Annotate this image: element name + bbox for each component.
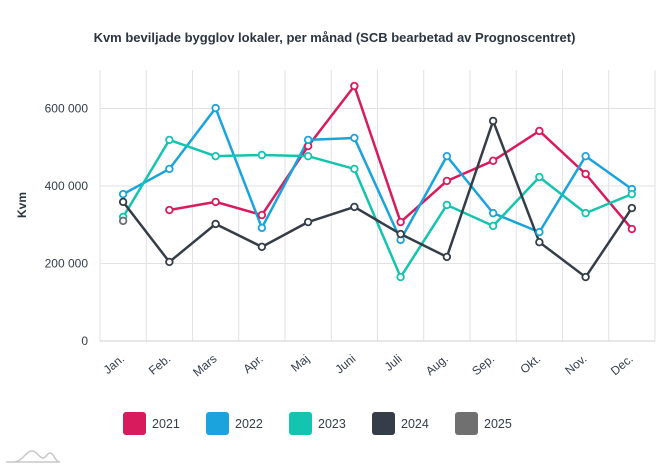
x-tick-label: Mars [190, 352, 219, 380]
legend-swatch [455, 412, 478, 435]
data-point-2022 [118, 189, 128, 199]
x-tick-label: Sep. [469, 352, 497, 379]
data-point-2024 [488, 116, 498, 126]
legend-label: 2024 [401, 416, 429, 431]
data-point-2022 [535, 227, 544, 237]
x-tick-label: Feb. [146, 352, 173, 378]
legend-swatch [123, 412, 146, 435]
legend-label: 2021 [152, 416, 180, 431]
data-point-2023 [581, 208, 590, 218]
x-tick-label: Okt. [517, 352, 543, 377]
legend-item-2021[interactable]: 2021 [123, 412, 206, 435]
data-point-2023 [165, 135, 174, 145]
data-point-2021 [442, 176, 452, 186]
data-point-2024 [257, 242, 267, 252]
x-tick-label: Juni [332, 352, 358, 377]
x-tick-label: Jan. [101, 352, 127, 377]
series-line-2023 [122, 138, 633, 279]
y-tick-label: 400 000 [45, 179, 89, 193]
data-point-2024 [303, 217, 313, 227]
data-point-2022 [350, 133, 359, 143]
data-point-2021 [211, 197, 220, 207]
data-point-2023 [488, 221, 498, 231]
data-point-2025 [118, 216, 128, 226]
data-point-2024 [165, 257, 174, 267]
data-point-2021 [257, 210, 267, 220]
legend-item-2022[interactable]: 2022 [206, 412, 289, 435]
data-point-2022 [257, 223, 267, 233]
series-line-2022 [122, 106, 633, 242]
y-axis-label: Kvm [15, 192, 29, 218]
data-point-2022 [581, 151, 590, 161]
x-tick-label: Juli [382, 352, 405, 374]
data-point-2024 [350, 202, 359, 212]
x-tick-label: Dec. [608, 352, 636, 379]
data-point-2022 [488, 208, 498, 218]
legend-swatch [206, 412, 229, 435]
data-point-2022 [442, 151, 452, 161]
legend: 2021 2022 2023 2024 2025 [123, 412, 538, 435]
data-point-2021 [488, 156, 498, 166]
legend-item-2024[interactable]: 2024 [372, 412, 455, 435]
data-point-2022 [165, 164, 174, 174]
data-point-2023 [442, 200, 452, 210]
data-point-2023 [535, 172, 544, 182]
data-point-2024 [211, 219, 220, 229]
data-point-2022 [303, 135, 313, 145]
data-point-2024 [118, 197, 128, 207]
data-point-2024 [535, 237, 544, 247]
data-point-2021 [581, 169, 590, 179]
x-tick-label: Apr. [240, 352, 265, 376]
data-point-2023 [303, 151, 313, 161]
data-point-2022 [211, 103, 220, 113]
x-tick-label: Maj [288, 352, 312, 375]
legend-label: 2025 [484, 416, 512, 431]
data-point-2021 [396, 217, 405, 227]
data-point-2024 [581, 272, 590, 282]
data-point-2024 [442, 252, 452, 262]
data-point-2021 [535, 126, 544, 136]
data-point-2023 [211, 151, 220, 161]
y-tick-label: 0 [81, 334, 88, 348]
y-tick-label: 200 000 [45, 257, 89, 271]
data-point-2021 [350, 81, 359, 91]
y-tick-label: 600 000 [45, 102, 89, 116]
legend-swatch [289, 412, 312, 435]
legend-swatch [372, 412, 395, 435]
legend-item-2025[interactable]: 2025 [455, 412, 538, 435]
data-point-2024 [396, 229, 405, 239]
data-point-2023 [257, 150, 267, 160]
data-point-2023 [627, 189, 637, 199]
series-line-2024 [122, 119, 633, 279]
legend-label: 2023 [318, 416, 346, 431]
legend-item-2023[interactable]: 2023 [289, 412, 372, 435]
data-point-2021 [165, 205, 174, 215]
data-point-2021 [627, 224, 637, 234]
chart-title: Kvm beviljade bygglov lokaler, per månad… [93, 30, 576, 45]
data-point-2023 [350, 164, 359, 174]
data-point-2024 [627, 203, 637, 213]
x-tick-label: Nov. [562, 352, 589, 378]
x-tick-label: Aug. [423, 352, 451, 379]
legend-label: 2022 [235, 416, 263, 431]
data-point-2023 [396, 272, 405, 282]
